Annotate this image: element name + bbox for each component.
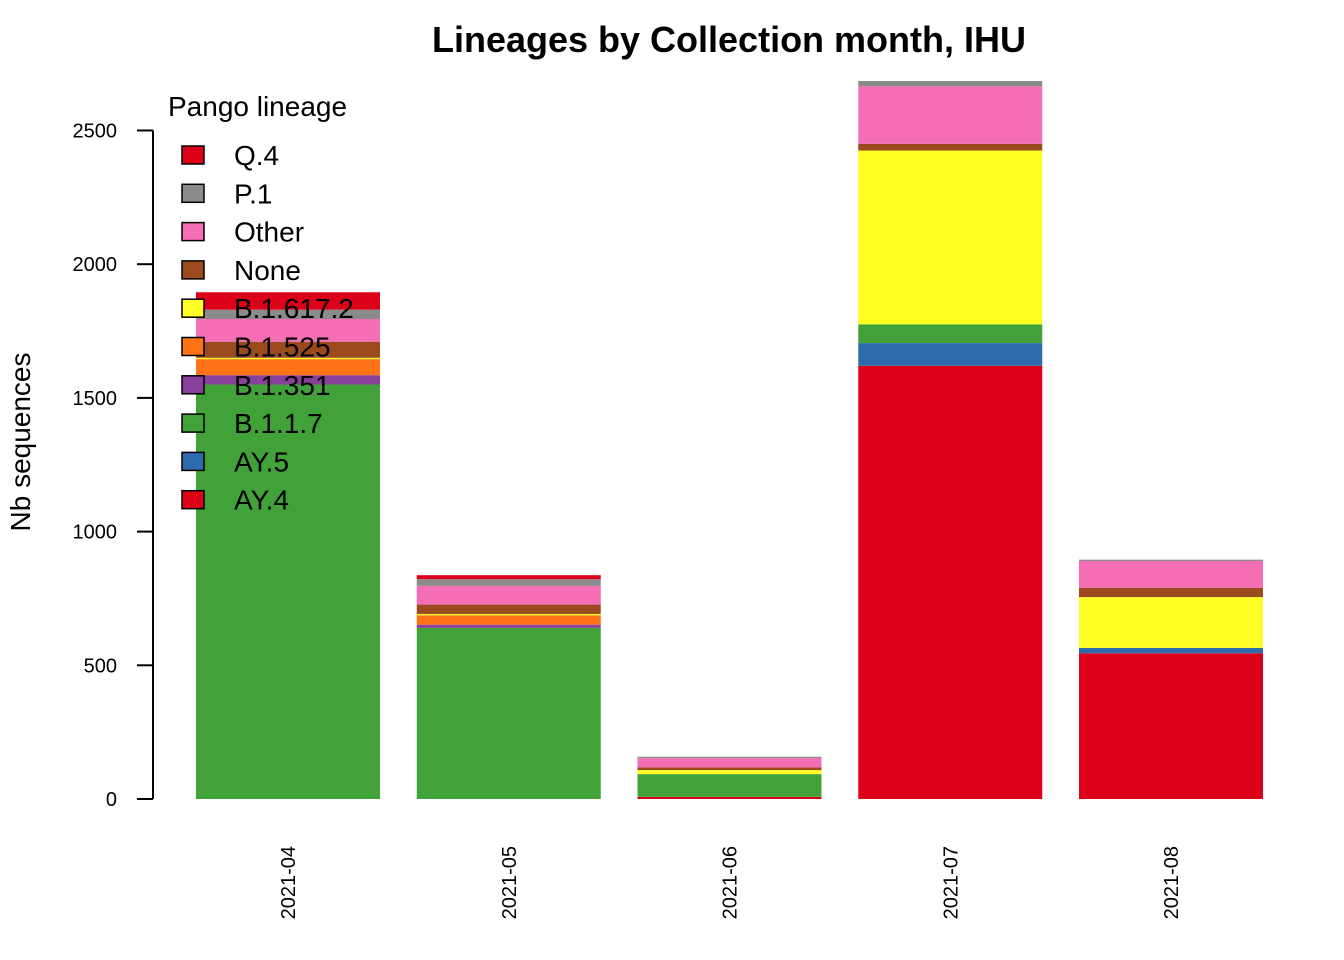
legend-label: AY.5 [234, 446, 289, 477]
legend-swatch [181, 221, 205, 242]
bar-segment-Other [637, 758, 822, 768]
legend-label: B.1.1.7 [234, 408, 323, 439]
bar-segment-None [858, 143, 1043, 151]
legend-swatch [181, 260, 205, 280]
bar-segment-P.1 [1079, 559, 1263, 562]
bar-segment-None [196, 341, 380, 358]
bar-segment-B.1.617.2 [416, 613, 601, 616]
legend-items: Q.4 P.1 Other None B.1.617.2 B.1.525 B.1.351 B.… [181, 140, 354, 516]
bar-segment-P.1 [637, 756, 822, 759]
y-tick-label: 1500 [73, 388, 118, 410]
bar-segment-AY.4 [637, 796, 822, 799]
y-tick-label: 2500 [73, 120, 118, 142]
legend-title: Pango lineage [168, 91, 347, 122]
bar-stack [416, 575, 601, 799]
bar-segment-B.1.617.2 [858, 150, 1043, 325]
x-tick-label: 2021-04 [278, 846, 300, 919]
bar-segment-AY.5 [1079, 647, 1263, 654]
bar-segment-B.1.617.2 [196, 357, 380, 360]
legend-label: P.1 [234, 178, 272, 209]
legend-label: B.1.351 [234, 370, 331, 401]
legend-label: Other [234, 217, 304, 248]
y-tick-label: 500 [84, 655, 117, 677]
y-tick-label: 2000 [73, 254, 118, 276]
legend-label: AY.4 [234, 485, 289, 516]
bar-segment-B.1.1.7 [416, 627, 601, 799]
y-tick-label: 1000 [73, 522, 118, 544]
legend: Pango lineage Q.4 P.1 Other None B.1.617.2 B.… [168, 91, 354, 516]
bar-segment-B.1.351 [196, 375, 380, 385]
y-axis-label: Nb sequences [5, 352, 36, 531]
legend-swatch [181, 183, 205, 204]
x-tick-label: 2021-07 [940, 846, 962, 919]
bar-segment-Q.4 [416, 575, 601, 580]
legend-swatch [181, 489, 205, 510]
bar-segment-P.1 [416, 579, 601, 586]
x-tick-label: 2021-05 [499, 846, 521, 919]
legend-swatch [181, 413, 205, 433]
bar-segment-AY.4 [1079, 653, 1263, 799]
bar-stack [637, 756, 822, 799]
bars [196, 81, 1263, 799]
bar-segment-B.1.351 [416, 624, 601, 628]
bar-segment-Other [196, 319, 380, 342]
legend-swatch [181, 336, 205, 357]
bar-segment-AY.4 [858, 365, 1043, 799]
chart-title: Lineages by Collection month, IHU [432, 19, 1026, 60]
legend-label: B.1.617.2 [234, 293, 354, 324]
bar-segment-None [416, 604, 601, 614]
bar-segment-B.1.617.2 [1079, 597, 1263, 648]
legend-swatch [181, 375, 205, 395]
bar-segment-B.1.617.2 [637, 770, 822, 775]
legend-swatch [181, 451, 205, 472]
bar-segment-B.1.1.7 [637, 774, 822, 797]
bar-segment-B.1.525 [416, 615, 601, 625]
x-tick-label: 2021-08 [1161, 846, 1183, 919]
x-tick-label: 2021-06 [720, 846, 742, 919]
legend-label: None [234, 255, 301, 286]
bar-segment-AY.5 [858, 343, 1043, 366]
bar-segment-B.1.1.7 [858, 324, 1043, 344]
legend-swatch [181, 145, 205, 165]
bar-stack [1079, 559, 1263, 799]
bar-segment-Other [416, 585, 601, 605]
legend-swatch [181, 298, 205, 318]
bar-stack [196, 292, 380, 799]
bar-segment-None [1079, 587, 1263, 598]
bar-segment-P.1 [196, 309, 380, 320]
bar-stack [858, 81, 1043, 799]
bar-segment-B.1.1.7 [196, 384, 380, 799]
bar-segment-P.1 [858, 81, 1043, 87]
legend-label: Q.4 [234, 140, 279, 171]
bar-segment-Other [858, 86, 1043, 144]
x-axis-labels: 2021-04 2021-05 2021-06 2021-07 2021-08 [278, 846, 1183, 919]
y-tick-label: 0 [106, 789, 117, 811]
bar-segment-Q.4 [196, 292, 380, 310]
bar-segment-None [637, 767, 822, 771]
bar-segment-Other [1079, 561, 1263, 588]
bar-segment-B.1.525 [196, 359, 380, 376]
legend-label: B.1.525 [234, 332, 331, 363]
y-axis: 0 500 1000 1500 2000 2500 [73, 120, 154, 811]
